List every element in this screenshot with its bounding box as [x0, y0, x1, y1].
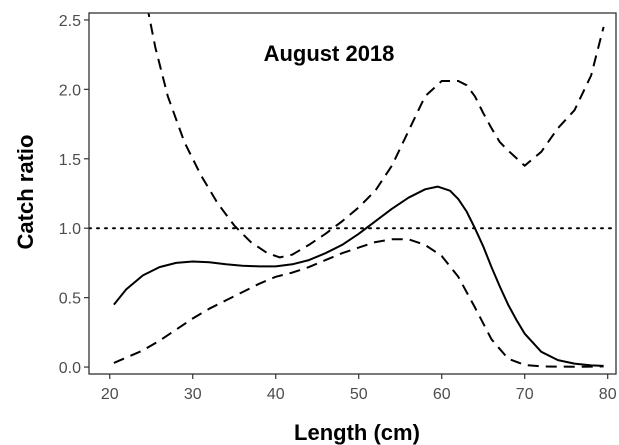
y-tick-label: 1.5 — [59, 152, 81, 169]
x-tick-label: 80 — [599, 386, 617, 403]
x-tick-label: 40 — [267, 386, 285, 403]
series-line-1 — [113, 185, 604, 367]
y-tick-label: 0.0 — [59, 360, 81, 377]
plot-layer: 0.0 0.5 1.0 1.5 2.0 2.5 20 30 40 50 60 70 80 — [59, 12, 617, 403]
x-axis-title: Length (cm) — [294, 420, 420, 445]
x-tick-label: 70 — [516, 386, 534, 403]
y-axis-title: Catch ratio — [13, 135, 38, 250]
plot-area — [89, 13, 616, 368]
plot-border — [88, 12, 617, 375]
y-tick-label: 2.0 — [59, 82, 81, 99]
x-tick-label: 60 — [433, 386, 451, 403]
chart-title: August 2018 — [264, 41, 395, 66]
y-tick-label: 0.5 — [59, 291, 81, 308]
y-tick-label: 2.5 — [59, 13, 81, 30]
x-tick-label: 30 — [184, 386, 202, 403]
y-tick-label: 1.0 — [59, 221, 81, 238]
x-tick-label: 20 — [101, 386, 119, 403]
series-line-2 — [113, 238, 604, 368]
series-line-3 — [147, 13, 605, 259]
x-tick-label: 50 — [350, 386, 368, 403]
